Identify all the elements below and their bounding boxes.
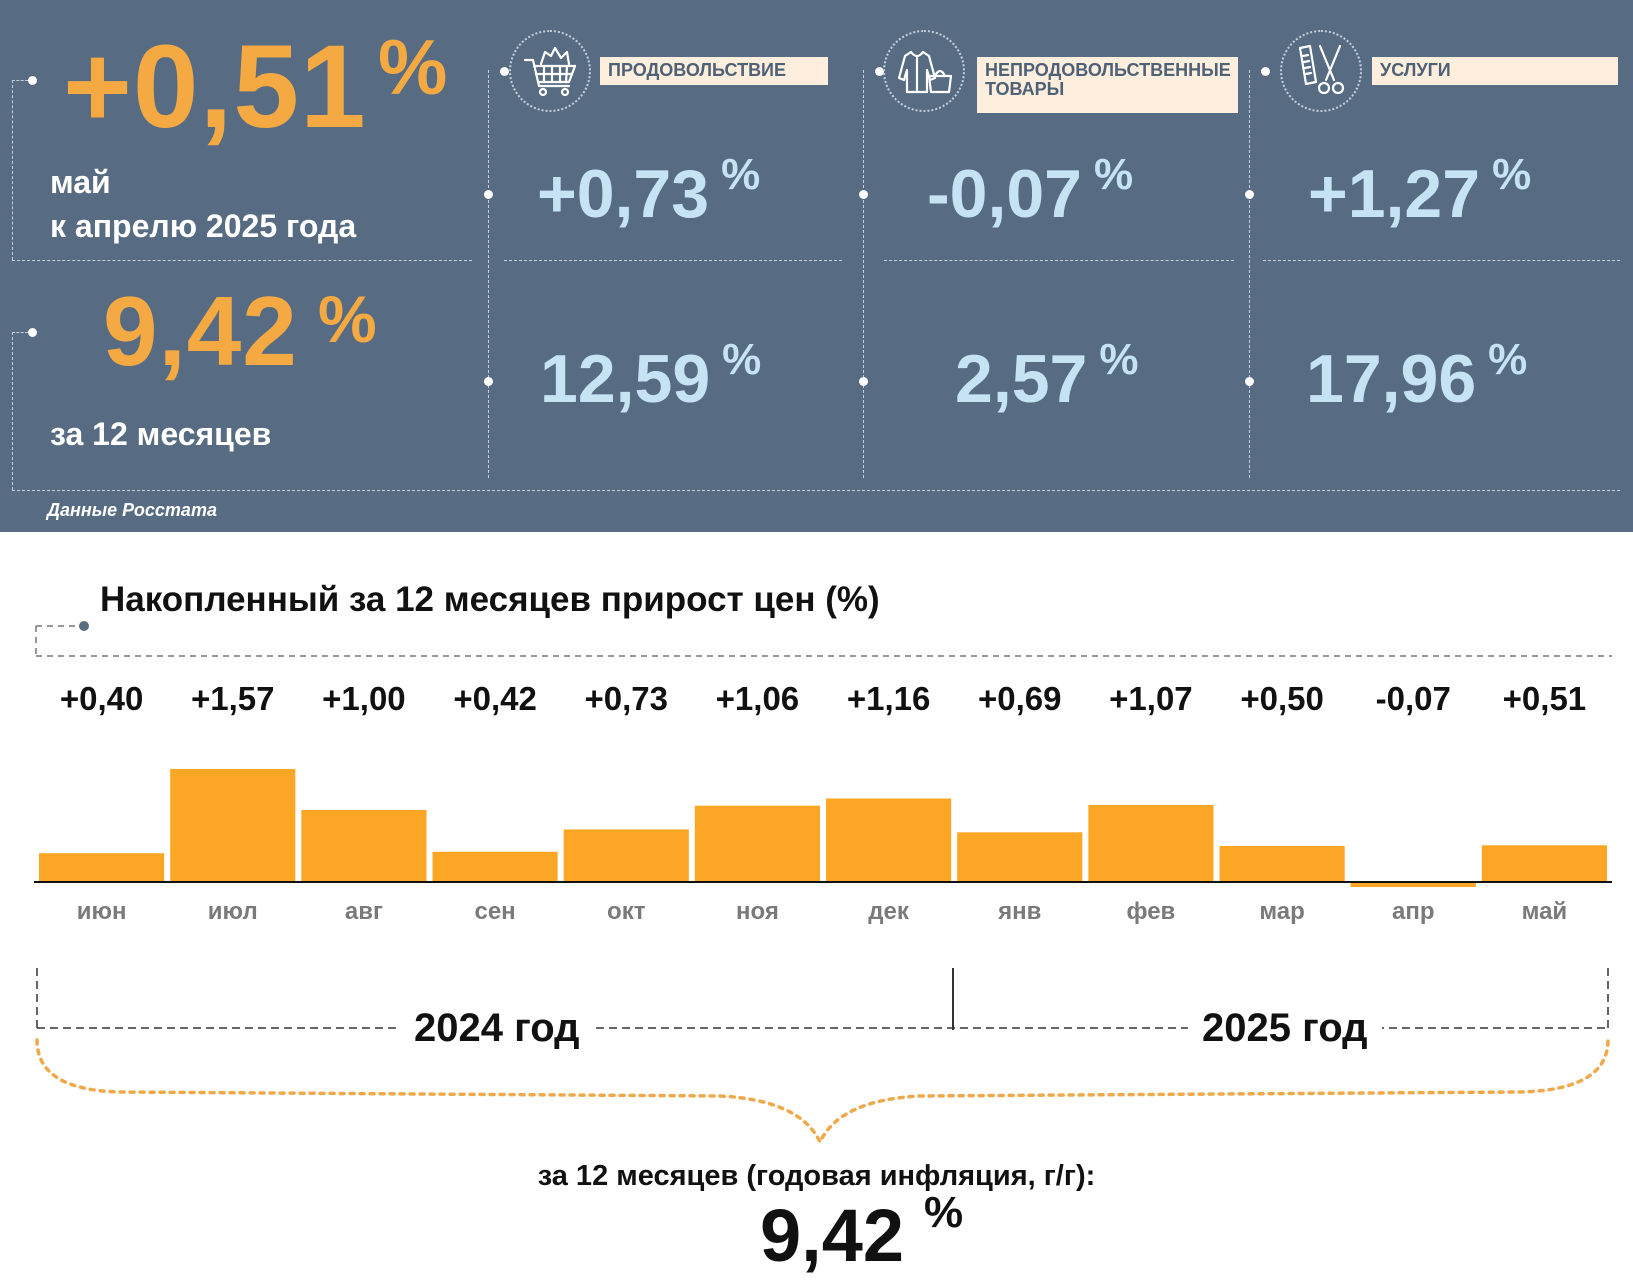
bar-апр (1350, 882, 1476, 888)
divider (12, 332, 13, 490)
percent-sign: % (1099, 335, 1139, 384)
category-label: УСЛУГИ (1372, 57, 1618, 85)
value-label: -0,07 (1376, 680, 1451, 717)
bullet-dot (28, 76, 37, 85)
bullet-dot (875, 67, 884, 76)
bullet-dot (484, 377, 493, 386)
month-label: май (1522, 898, 1568, 925)
month-label: окт (607, 898, 646, 925)
bar-авг (301, 810, 427, 882)
chart-title: Накопленный за 12 месяцев прирост цен (%… (100, 580, 880, 619)
value-label: +0,73 (585, 680, 669, 717)
bullet-dot (859, 377, 868, 386)
value-label: +1,00 (322, 680, 406, 717)
bar-chart: +0,40 +1,57 +1,00 +0,42 +0,73 +1,06 +1,16 +0,69… (34, 621, 1612, 1147)
monthly-caption: май к апрелю 2025 года (50, 160, 356, 248)
category-label: НЕПРОДОВОЛЬСТВЕННЫЕ ТОВАРЫ (977, 57, 1238, 113)
data-source: Данные Росстата (47, 500, 217, 520)
month-label: ноя (736, 898, 779, 925)
bullet-dot (859, 190, 868, 199)
month-labels: июн июл авг сен окт ноя дек янв фев мар апр май (77, 898, 1567, 925)
bullet-dot (500, 67, 509, 76)
month-label: янв (997, 898, 1041, 925)
bar-янв (957, 832, 1083, 882)
divider (1249, 70, 1250, 478)
value-label: +0,50 (1240, 680, 1324, 717)
value-labels: +0,40 +1,57 +1,00 +0,42 +0,73 +1,06 +1,16 +0,69… (60, 680, 1586, 717)
month-label: июн (77, 898, 127, 925)
divider (884, 260, 1234, 261)
category-annual-value: 17,96% (1306, 335, 1528, 417)
category-annual-value: 2,57% (955, 335, 1139, 417)
percent-sign: % (1492, 150, 1532, 199)
category-monthly-value: +1,27% (1308, 150, 1532, 232)
value-label: +0,69 (978, 680, 1062, 717)
value-label: +1,06 (716, 680, 800, 717)
bars (39, 768, 1607, 888)
divider (12, 260, 472, 261)
percent-sign: % (722, 335, 762, 384)
bullet-dot (1245, 377, 1254, 386)
annual-inflation-value: 9,42 % (103, 276, 378, 386)
bar-июн (39, 853, 165, 882)
month-label: дек (868, 898, 910, 925)
bullet-dot (484, 190, 493, 199)
bar-окт (563, 829, 689, 882)
bullet-dot (79, 621, 89, 631)
month-label: апр (1392, 898, 1435, 925)
category-annual-value: 12,59% (540, 335, 762, 417)
bullet-dot (1245, 190, 1254, 199)
percent-sign: % (924, 1188, 964, 1237)
value-label: +0,40 (60, 680, 144, 717)
summary-panel: +0,51 % май к апрелю 2025 года 9,42 % за… (0, 0, 1633, 532)
percent-sign: % (378, 23, 449, 111)
total-value: 9,42% (760, 1188, 964, 1277)
category-monthly-value: +0,73% (537, 150, 761, 232)
monthly-inflation-value: +0,51 % (63, 21, 449, 153)
value-label: +1,16 (847, 680, 931, 717)
percent-sign: % (318, 282, 378, 356)
divider (12, 332, 28, 333)
bar-фев (1088, 804, 1214, 882)
percent-sign: % (1094, 150, 1134, 199)
bullet-dot (1261, 67, 1270, 76)
comb-scissors-icon (1280, 30, 1362, 112)
month-label: июл (208, 898, 258, 925)
divider (12, 80, 13, 260)
divider (12, 490, 1620, 491)
bullet-dot (28, 328, 37, 337)
divider (12, 80, 28, 81)
bar-сен (432, 851, 558, 882)
total-brace (35, 1038, 1610, 1147)
divider (1263, 260, 1620, 261)
annual-caption: за 12 месяцев (50, 416, 272, 452)
year-label-2025: 2025 год (1188, 1006, 1382, 1051)
category-label: ПРОДОВОЛЬСТВИЕ (600, 57, 828, 85)
value-label: +0,42 (453, 680, 537, 717)
monthly-caption-line2: к апрелю 2025 года (50, 208, 357, 244)
bar-июл (170, 768, 296, 882)
percent-sign: % (721, 150, 761, 199)
month-label: авг (345, 898, 383, 925)
month-label: фев (1127, 898, 1176, 925)
divider (488, 70, 489, 478)
value-label: +1,07 (1109, 680, 1193, 717)
value-label: +1,57 (191, 680, 275, 717)
month-label: сен (474, 898, 515, 925)
category-monthly-value: -0,07% (927, 150, 1134, 232)
divider (863, 70, 864, 478)
bar-май (1481, 845, 1607, 882)
year-label-2024: 2024 год (400, 1006, 594, 1051)
percent-sign: % (1488, 335, 1528, 384)
value-label: +0,51 (1503, 680, 1587, 717)
shopping-basket-icon (509, 30, 591, 112)
bar-мар (1219, 846, 1345, 882)
bar-дек (826, 798, 952, 882)
total-caption: за 12 месяцев (годовая инфляция, г/г): (537, 1160, 1096, 1192)
bar-ноя (694, 805, 820, 882)
month-label: мар (1259, 898, 1304, 925)
monthly-caption-line1: май (50, 164, 111, 200)
clothing-icon (883, 30, 965, 112)
divider (504, 260, 842, 261)
